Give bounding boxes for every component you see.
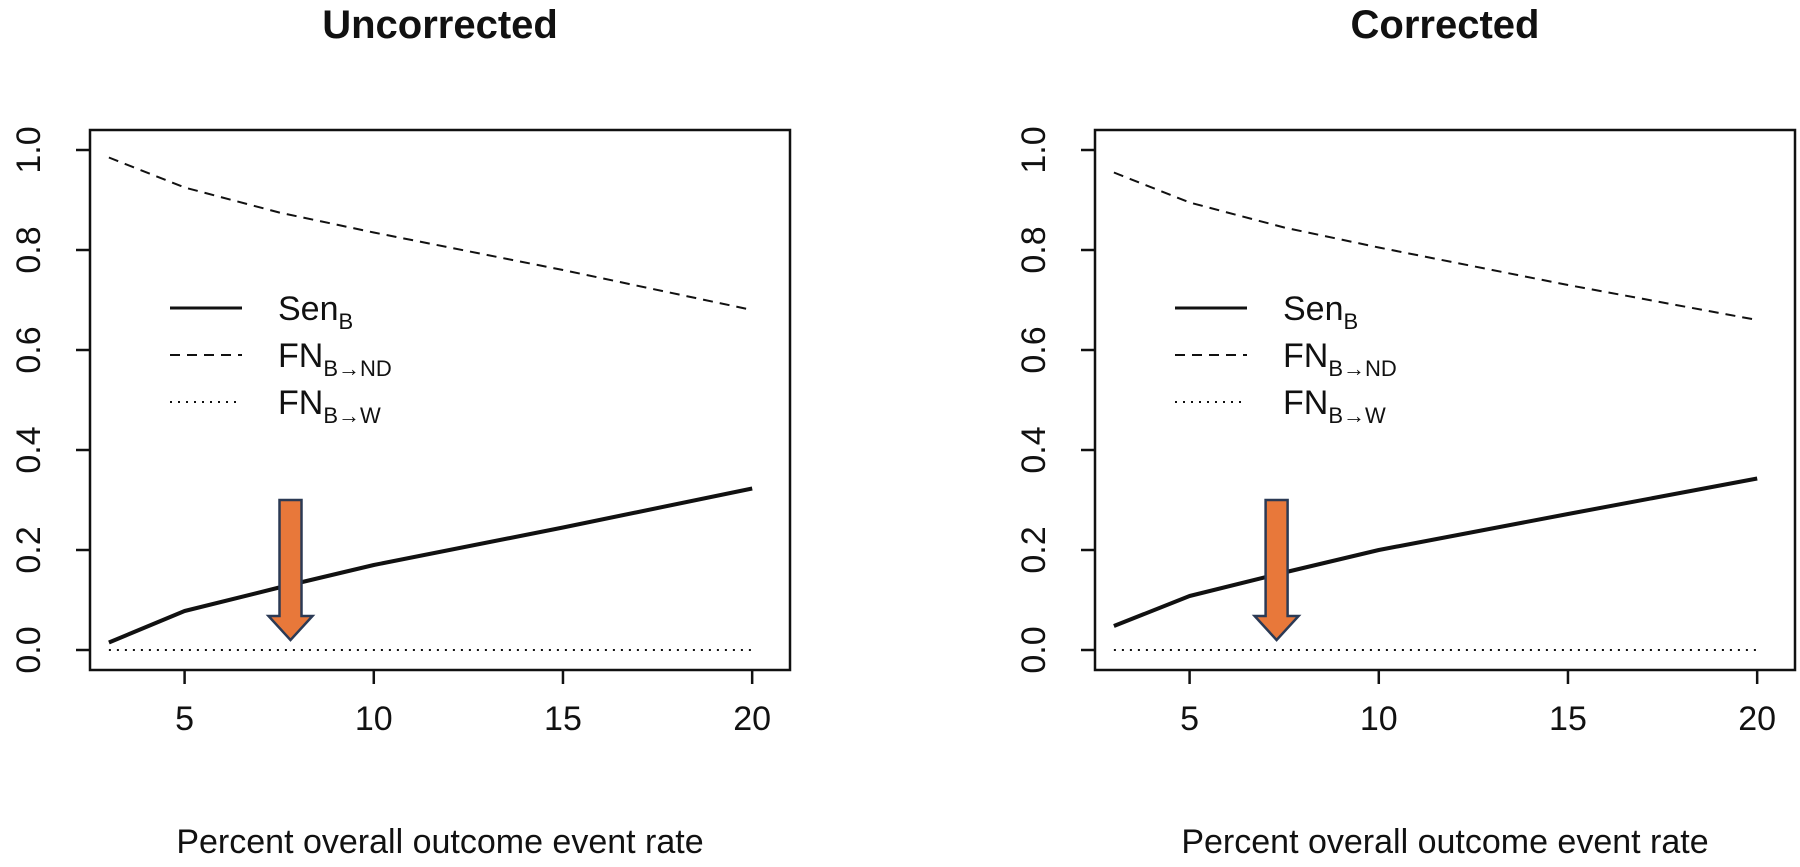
chart-2-y-tick-label-1: 0.2	[1015, 526, 1053, 573]
chart-2-legend-label-1: SenB	[1283, 290, 1358, 334]
chart-1-legend-label-3: FNB→W	[278, 384, 381, 428]
chart-2-legend-label-subscript-2: B→ND	[1328, 356, 1396, 381]
chart-2-series-solid-line	[1113, 476, 1758, 628]
chart-1-legend-label-subscript-1: B	[339, 309, 354, 334]
chart-1-legend-label-subscript-2: B→ND	[323, 356, 391, 381]
chart-1-legend-label-base-1: Sen	[278, 290, 339, 328]
chart-1-plot-frame	[88, 128, 792, 672]
chart-1-y-tick-label-0: 0.0	[10, 626, 48, 673]
chart-2-arrow-annotation	[1251, 498, 1302, 642]
chart-2-x-axis-label: Percent overall outcome event rate	[1181, 823, 1708, 861]
chart-1-y-tick-label-4: 0.8	[10, 226, 48, 273]
chart-1-series-dashed-line	[108, 156, 753, 311]
chart-1-legend-label-2: FNB→ND	[278, 337, 392, 381]
chart-1-x-axis-label: Percent overall outcome event rate	[176, 823, 703, 861]
chart-1-title: Uncorrected	[322, 3, 558, 47]
chart-1-y-tick-label-2: 0.4	[10, 426, 48, 473]
chart-2-x-tick-label-10: 10	[1360, 700, 1398, 738]
chart-2-y-tick-label-2: 0.4	[1015, 426, 1053, 473]
chart-2-legend-label-subscript-3: B→W	[1328, 403, 1386, 428]
chart-2-legend-label-base-3: FN	[1283, 384, 1328, 422]
chart-panel-2: Corrected 5 10 15 20 0.0 0.2 0.4 0.6 0.8 1.0 Percen…	[1015, 3, 1797, 861]
chart-2-title: Corrected	[1351, 3, 1540, 47]
chart-1-legend-label-subscript-3: B→W	[323, 403, 381, 428]
chart-2-x-tick-label-20: 20	[1738, 700, 1776, 738]
chart-1-x-tick-label-20: 20	[733, 700, 771, 738]
chart-2-y-tick-label-5: 1.0	[1015, 126, 1053, 173]
chart-2-legend-label-base-2: FN	[1283, 337, 1328, 375]
chart-2-y-tick-label-3: 0.6	[1015, 326, 1053, 373]
chart-2-series-dashed-line	[1113, 171, 1758, 321]
chart-2-legend-label-base-1: Sen	[1283, 290, 1344, 328]
chart-1-legend-label-base-3: FN	[278, 384, 323, 422]
chart-2-x-tick-label-5: 5	[1180, 700, 1199, 738]
chart-2-x-tick-label-15: 15	[1549, 700, 1587, 738]
chart-panel-1: Uncorrected 5 10 15 20 0.0 0.2 0.4 0.6 0.8 1.0 Perc…	[10, 3, 792, 861]
chart-1-legend-label-1: SenB	[278, 290, 353, 334]
chart-2-y-tick-label-0: 0.0	[1015, 626, 1053, 673]
chart-1-x-tick-label-10: 10	[355, 700, 393, 738]
chart-2-legend-label-3: FNB→W	[1283, 384, 1386, 428]
chart-2-legend-label-2: FNB→ND	[1283, 337, 1397, 381]
chart-1-x-tick-label-5: 5	[175, 700, 194, 738]
chart-2-legend-label-subscript-1: B	[1344, 309, 1359, 334]
chart-2-plot-frame	[1093, 128, 1797, 672]
chart-1-y-tick-label-1: 0.2	[10, 526, 48, 573]
chart-1-y-tick-label-3: 0.6	[10, 326, 48, 373]
chart-1-arrow-annotation	[265, 498, 316, 642]
chart-1-legend-label-base-2: FN	[278, 337, 323, 375]
chart-2-y-tick-label-4: 0.8	[1015, 226, 1053, 273]
chart-1-x-tick-label-15: 15	[544, 700, 582, 738]
chart-1-y-tick-label-5: 1.0	[10, 126, 48, 173]
chart-1-series-solid-line	[108, 486, 753, 645]
